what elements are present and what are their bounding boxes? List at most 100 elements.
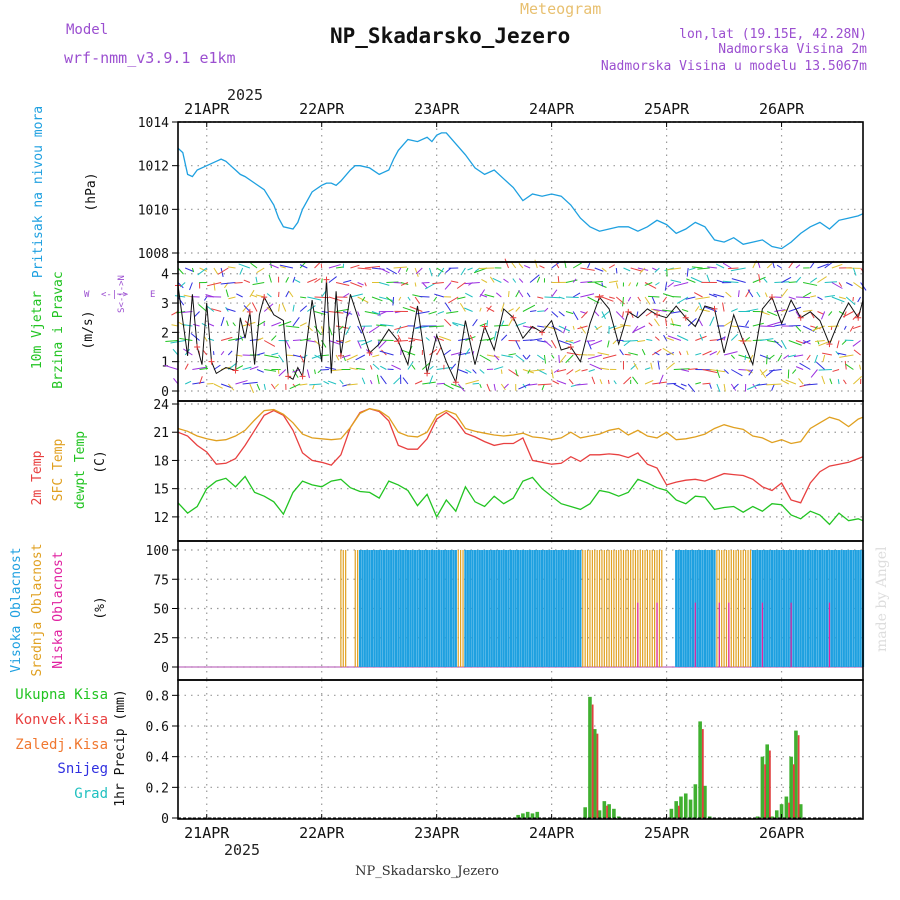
wind-arrow xyxy=(251,294,258,298)
wind-gust-marker xyxy=(299,373,306,380)
wind-arrow xyxy=(450,363,457,370)
wind-arrow xyxy=(314,261,321,269)
wind-arrow xyxy=(478,267,495,270)
wind-arrow xyxy=(193,323,200,327)
wind-arrow xyxy=(814,354,818,364)
wind-arrow xyxy=(687,317,697,327)
wind-arrow xyxy=(637,267,649,271)
wind-arrow xyxy=(307,325,313,332)
wind-arrow xyxy=(534,259,538,269)
wind-arrow xyxy=(285,290,290,298)
wind-arrow xyxy=(665,318,668,327)
cloud-high-bar xyxy=(543,550,546,667)
wind-arrow xyxy=(407,361,414,370)
panel4-labels: Visoka Oblacnost Srednja Oblacnost Niska… xyxy=(9,543,108,676)
cloud-high-bar xyxy=(414,550,417,667)
wind-arrow xyxy=(372,354,380,358)
wind-arrow xyxy=(460,267,466,276)
wind-arrow xyxy=(716,369,721,379)
wind-arrow xyxy=(328,276,337,283)
cloud-high-bar xyxy=(454,550,457,667)
wind-arrow xyxy=(281,303,287,312)
cloud-high-bar xyxy=(804,550,807,667)
wind-arrow xyxy=(328,340,340,345)
wind-arrow xyxy=(496,292,502,298)
wind-arrow xyxy=(292,339,302,341)
cloud-high-bar xyxy=(464,550,467,667)
wind-arrow xyxy=(602,354,617,359)
wind-arrow xyxy=(556,369,567,373)
wind-arrow xyxy=(314,311,326,315)
wind-arrow xyxy=(256,369,264,373)
cloud-high-bar xyxy=(576,550,580,667)
wind-arrow xyxy=(572,278,577,283)
wind-arrow xyxy=(526,292,531,298)
precip-total-bar xyxy=(607,804,611,818)
cloud-high-bar xyxy=(452,550,455,667)
wind-arrow xyxy=(731,308,738,312)
wind-arrow xyxy=(299,322,307,327)
cloud-high-bar xyxy=(845,550,848,667)
cloud-high-bar xyxy=(708,550,711,667)
cloud-high-bar xyxy=(701,550,704,667)
wind-arrow xyxy=(788,306,802,312)
wind-arrow xyxy=(842,311,854,318)
y-tick-label: 0 xyxy=(161,812,169,827)
day-label-bottom: 21APR xyxy=(184,824,230,842)
wind-arrow xyxy=(651,348,662,356)
wind-arrow xyxy=(613,380,617,385)
wind-arrow xyxy=(837,352,847,356)
wind-arrow xyxy=(472,369,477,374)
wind-arrow xyxy=(411,364,416,370)
wind-arrow xyxy=(292,304,295,312)
day-label-top: 24APR xyxy=(529,100,575,118)
precip-total-bar xyxy=(530,813,535,818)
wind-arrow xyxy=(653,308,667,312)
wind-arrow xyxy=(211,308,222,312)
precip-total-bar xyxy=(521,813,525,818)
precip-total-bar xyxy=(774,810,779,818)
cloud-high-bar xyxy=(679,550,683,667)
wind-arrow xyxy=(522,304,536,312)
wind-arrow xyxy=(853,376,862,385)
wind-arrow xyxy=(294,278,301,283)
cloud-high-bar xyxy=(792,550,795,667)
wind-arrow xyxy=(494,366,504,370)
bottom-year-label: 2025 xyxy=(224,841,260,859)
wind-arrow xyxy=(263,340,276,347)
cloud-high-bar xyxy=(399,550,402,667)
temp2m-title: 2m Temp xyxy=(30,450,45,505)
wind-arrow xyxy=(197,267,208,276)
legend-hail: Grad xyxy=(74,786,108,802)
wind-arrow xyxy=(398,296,402,301)
wind-gust-marker xyxy=(768,294,775,301)
wind-arrow xyxy=(446,311,459,314)
wind-arrow xyxy=(530,310,537,312)
wind-arrow xyxy=(429,267,433,277)
day-label-top: 22APR xyxy=(299,100,345,118)
wind-arrow xyxy=(737,290,740,298)
wind-arrow xyxy=(767,311,778,317)
wind-arrow xyxy=(443,383,454,390)
wind-arrow xyxy=(226,308,236,312)
wind-arrow xyxy=(285,277,290,283)
temp-unit: (C) xyxy=(93,450,108,473)
wind-arrow xyxy=(803,383,818,386)
wind-arrow xyxy=(414,282,417,287)
wind-arrow xyxy=(695,352,702,356)
wind-arrow xyxy=(467,267,473,271)
wind-arrow xyxy=(832,369,840,372)
cloud-high-bar xyxy=(418,550,422,667)
wind-arrow xyxy=(264,354,279,359)
cloud-high-bar xyxy=(406,550,410,667)
wind-speed-line xyxy=(177,279,864,384)
wind-arrow xyxy=(766,354,768,365)
y-tick-label: 24 xyxy=(153,398,169,413)
cloud-high-bar xyxy=(445,550,448,667)
wind-arrow xyxy=(377,311,387,316)
wind-arrow xyxy=(623,376,632,385)
wind-arrow xyxy=(608,264,616,269)
wind-arrow xyxy=(580,293,595,298)
wind-arrow xyxy=(314,369,316,375)
wind-arrow xyxy=(565,340,574,343)
